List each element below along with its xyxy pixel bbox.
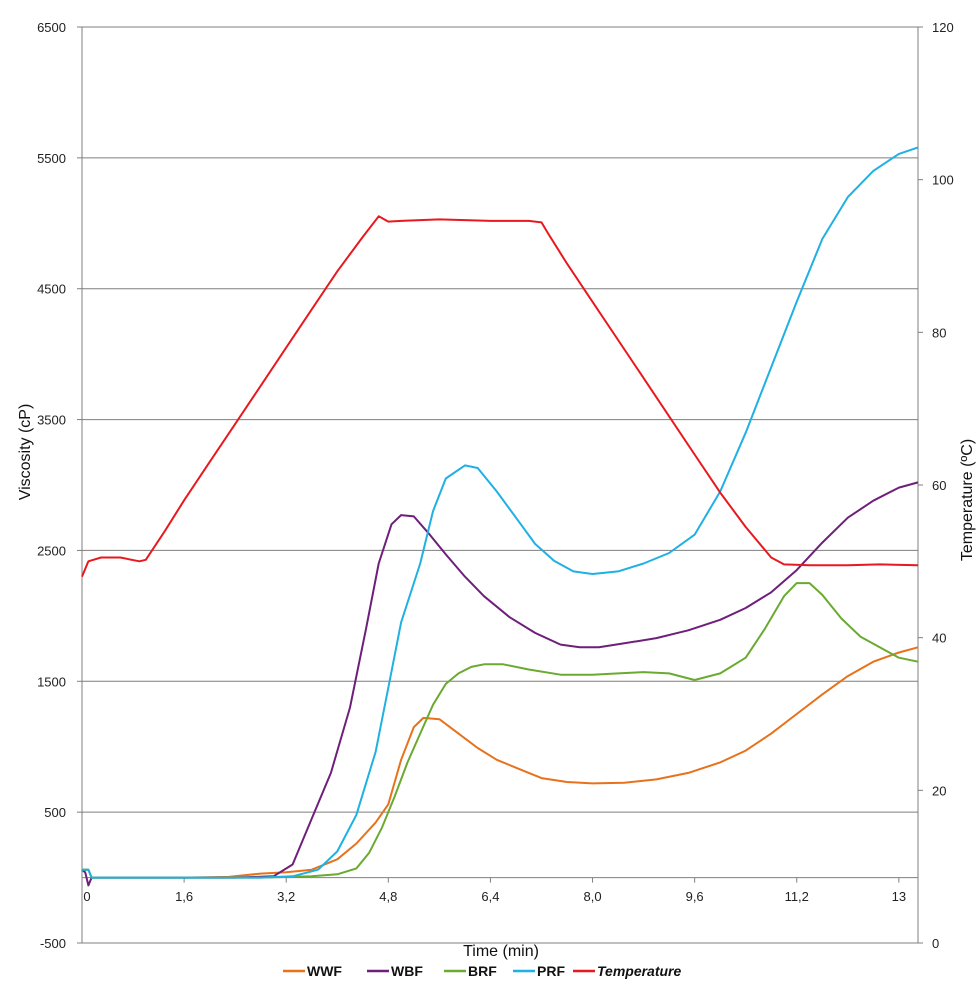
y-tick-label: 6500 xyxy=(37,20,66,35)
y-tick-label: 4500 xyxy=(37,282,66,297)
legend: WWF WBF BRF PRF Temperature xyxy=(283,963,682,979)
series-line-prf xyxy=(82,146,919,879)
x-tick-label: 8,0 xyxy=(583,889,601,904)
y2-tick-label: 20 xyxy=(932,783,946,798)
legend-label-brf: BRF xyxy=(468,963,497,979)
x-tick-label: 6,4 xyxy=(481,889,499,904)
y2-axis-ticks: 0 20 40 60 80 100 120 xyxy=(918,20,954,951)
legend-label-wwf: WWF xyxy=(307,963,342,979)
series-line-temperature xyxy=(81,215,919,577)
x-tick-label: 9,6 xyxy=(686,889,704,904)
x-axis-ticks: 0 1,6 3,2 4,8 6,4 8,0 9,6 11,2 13 xyxy=(81,877,906,904)
x-tick-label: 11,2 xyxy=(785,889,809,904)
legend-label-prf: PRF xyxy=(537,963,565,979)
y-tick-label: 5500 xyxy=(37,151,66,166)
x-tick-label: 4,8 xyxy=(379,889,397,904)
y2-tick-label: 80 xyxy=(932,325,946,340)
y2-tick-label: 0 xyxy=(932,936,939,951)
y2-axis-title: Temperature (ºC) xyxy=(959,439,976,561)
y-tick-label: 500 xyxy=(44,805,66,820)
y2-tick-label: 40 xyxy=(932,631,946,646)
x-axis-title: Time (min) xyxy=(463,943,539,960)
y-tick-label: 1500 xyxy=(37,674,66,689)
y2-tick-label: 60 xyxy=(932,478,946,493)
series-line-brf xyxy=(82,582,919,879)
y2-tick-label: 100 xyxy=(932,173,954,188)
y-axis-title: Viscosity (cP) xyxy=(17,404,34,501)
series-lines xyxy=(81,146,919,887)
x-tick-label: 1,6 xyxy=(175,889,193,904)
y-tick-label: 2500 xyxy=(37,543,66,558)
legend-label-wbf: WBF xyxy=(391,963,423,979)
x-tick-label: 13 xyxy=(892,889,906,904)
x-tick-label: 0 xyxy=(83,889,90,904)
legend-label-temperature: Temperature xyxy=(597,963,682,979)
y-tick-label: -500 xyxy=(40,936,66,951)
y2-tick-label: 120 xyxy=(932,20,954,35)
y-tick-label: 3500 xyxy=(37,413,66,428)
y-axis-ticks: -500 500 1500 2500 3500 4500 5500 6500 xyxy=(37,20,82,951)
x-tick-label: 3,2 xyxy=(277,889,295,904)
